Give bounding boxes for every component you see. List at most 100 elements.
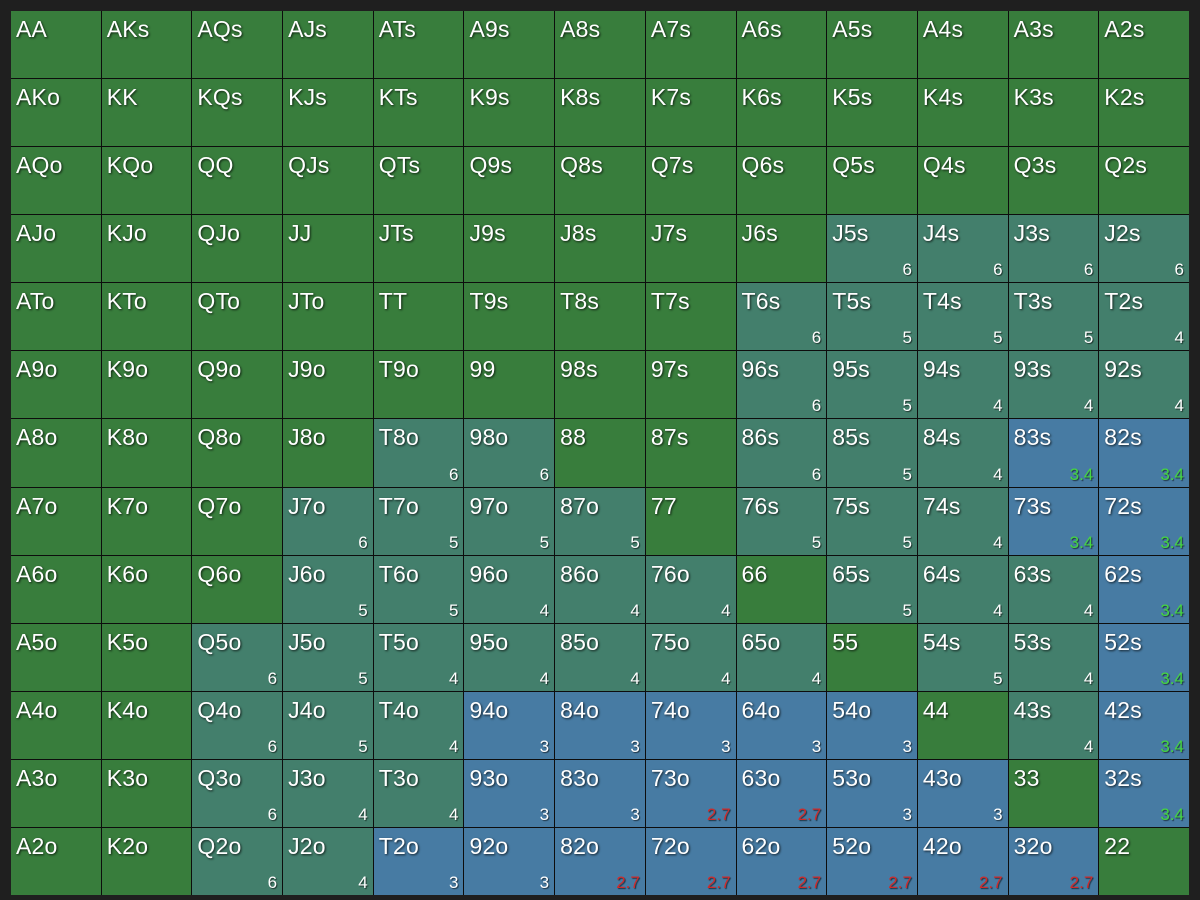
hand-cell-aqo[interactable]: AQo (11, 147, 101, 215)
hand-cell-t4s[interactable]: T4s 5 (917, 283, 1008, 351)
hand-cell-64s[interactable]: 64s 4 (917, 555, 1008, 623)
hand-cell-aa[interactable]: AA (11, 11, 101, 79)
hand-cell-q3s[interactable]: Q3s (1008, 147, 1099, 215)
hand-cell-43o[interactable]: 43o 3 (917, 759, 1008, 827)
hand-cell-86s[interactable]: 86s 6 (736, 419, 827, 487)
hand-cell-63o[interactable]: 63o 2.7 (736, 759, 827, 827)
hand-cell-73s[interactable]: 73s 3.4 (1008, 487, 1099, 555)
hand-cell-kjo[interactable]: KJo (101, 215, 192, 283)
hand-cell-q2s[interactable]: Q2s (1099, 147, 1189, 215)
hand-cell-a2o[interactable]: A2o (11, 827, 101, 895)
hand-cell-93o[interactable]: 93o 3 (464, 759, 555, 827)
hand-cell-a8o[interactable]: A8o (11, 419, 101, 487)
hand-cell-j7o[interactable]: J7o 6 (283, 487, 373, 555)
hand-cell-92s[interactable]: 92s 4 (1099, 351, 1189, 419)
hand-cell-52s[interactable]: 52s 3.4 (1099, 623, 1189, 691)
hand-cell-97s[interactable]: 97s (645, 351, 736, 419)
hand-cell-aks[interactable]: AKs (101, 11, 192, 79)
hand-cell-t2o[interactable]: T2o 3 (373, 827, 464, 895)
hand-cell-k9s[interactable]: K9s (464, 79, 555, 147)
hand-cell-k3o[interactable]: K3o (101, 759, 192, 827)
hand-cell-ajo[interactable]: AJo (11, 215, 101, 283)
hand-cell-74o[interactable]: 74o 3 (645, 691, 736, 759)
hand-cell-k3s[interactable]: K3s (1008, 79, 1099, 147)
hand-cell-32s[interactable]: 32s 3.4 (1099, 759, 1189, 827)
hand-cell-65o[interactable]: 65o 4 (736, 623, 827, 691)
hand-cell-82s[interactable]: 82s 3.4 (1099, 419, 1189, 487)
hand-cell-k6o[interactable]: K6o (101, 555, 192, 623)
hand-cell-j6o[interactable]: J6o 5 (283, 555, 373, 623)
hand-cell-j5s[interactable]: J5s 6 (827, 215, 917, 283)
hand-cell-jts[interactable]: JTs (373, 215, 464, 283)
hand-cell-54o[interactable]: 54o 3 (827, 691, 917, 759)
hand-cell-76s[interactable]: 76s 5 (736, 487, 827, 555)
hand-cell-q7o[interactable]: Q7o (192, 487, 283, 555)
hand-cell-t6o[interactable]: T6o 5 (373, 555, 464, 623)
hand-cell-k9o[interactable]: K9o (101, 351, 192, 419)
hand-cell-72o[interactable]: 72o 2.7 (645, 827, 736, 895)
hand-cell-98s[interactable]: 98s (555, 351, 645, 419)
hand-cell-qjs[interactable]: QJs (283, 147, 373, 215)
hand-cell-92o[interactable]: 92o 3 (464, 827, 555, 895)
hand-cell-a4o[interactable]: A4o (11, 691, 101, 759)
hand-cell-t6s[interactable]: T6s 6 (736, 283, 827, 351)
hand-cell-75s[interactable]: 75s 5 (827, 487, 917, 555)
hand-cell-a6s[interactable]: A6s (736, 11, 827, 79)
hand-cell-44[interactable]: 44 (917, 691, 1008, 759)
hand-cell-j2o[interactable]: J2o 4 (283, 827, 373, 895)
hand-cell-qto[interactable]: QTo (192, 283, 283, 351)
hand-cell-a4s[interactable]: A4s (917, 11, 1008, 79)
hand-cell-72s[interactable]: 72s 3.4 (1099, 487, 1189, 555)
hand-cell-62s[interactable]: 62s 3.4 (1099, 555, 1189, 623)
hand-cell-q6s[interactable]: Q6s (736, 147, 827, 215)
hand-cell-t5s[interactable]: T5s 5 (827, 283, 917, 351)
hand-cell-t9s[interactable]: T9s (464, 283, 555, 351)
hand-cell-a6o[interactable]: A6o (11, 555, 101, 623)
hand-cell-87s[interactable]: 87s (645, 419, 736, 487)
hand-cell-q8s[interactable]: Q8s (555, 147, 645, 215)
hand-cell-ajs[interactable]: AJs (283, 11, 373, 79)
hand-cell-53s[interactable]: 53s 4 (1008, 623, 1099, 691)
hand-cell-qjo[interactable]: QJo (192, 215, 283, 283)
hand-cell-j3s[interactable]: J3s 6 (1008, 215, 1099, 283)
hand-cell-kts[interactable]: KTs (373, 79, 464, 147)
hand-cell-97o[interactable]: 97o 5 (464, 487, 555, 555)
hand-cell-84s[interactable]: 84s 4 (917, 419, 1008, 487)
hand-cell-83o[interactable]: 83o 3 (555, 759, 645, 827)
hand-cell-j2s[interactable]: J2s 6 (1099, 215, 1189, 283)
hand-cell-55[interactable]: 55 (827, 623, 917, 691)
hand-cell-a3o[interactable]: A3o (11, 759, 101, 827)
hand-cell-kto[interactable]: KTo (101, 283, 192, 351)
hand-cell-j7s[interactable]: J7s (645, 215, 736, 283)
hand-cell-t8o[interactable]: T8o 6 (373, 419, 464, 487)
hand-cell-j9o[interactable]: J9o (283, 351, 373, 419)
hand-cell-q5s[interactable]: Q5s (827, 147, 917, 215)
hand-cell-83s[interactable]: 83s 3.4 (1008, 419, 1099, 487)
hand-cell-85s[interactable]: 85s 5 (827, 419, 917, 487)
hand-cell-42s[interactable]: 42s 3.4 (1099, 691, 1189, 759)
hand-cell-kjs[interactable]: KJs (283, 79, 373, 147)
hand-cell-t5o[interactable]: T5o 4 (373, 623, 464, 691)
hand-cell-k2o[interactable]: K2o (101, 827, 192, 895)
hand-cell-t7o[interactable]: T7o 5 (373, 487, 464, 555)
hand-cell-aqs[interactable]: AQs (192, 11, 283, 79)
hand-cell-65s[interactable]: 65s 5 (827, 555, 917, 623)
hand-cell-jto[interactable]: JTo (283, 283, 373, 351)
hand-cell-t2s[interactable]: T2s 4 (1099, 283, 1189, 351)
hand-cell-33[interactable]: 33 (1008, 759, 1099, 827)
hand-cell-t8s[interactable]: T8s (555, 283, 645, 351)
hand-cell-q7s[interactable]: Q7s (645, 147, 736, 215)
hand-cell-q8o[interactable]: Q8o (192, 419, 283, 487)
hand-cell-98o[interactable]: 98o 6 (464, 419, 555, 487)
hand-cell-a9o[interactable]: A9o (11, 351, 101, 419)
hand-cell-88[interactable]: 88 (555, 419, 645, 487)
hand-cell-kqo[interactable]: KQo (101, 147, 192, 215)
hand-cell-52o[interactable]: 52o 2.7 (827, 827, 917, 895)
hand-cell-k5o[interactable]: K5o (101, 623, 192, 691)
hand-cell-95s[interactable]: 95s 5 (827, 351, 917, 419)
hand-cell-76o[interactable]: 76o 4 (645, 555, 736, 623)
hand-cell-k7s[interactable]: K7s (645, 79, 736, 147)
hand-cell-k5s[interactable]: K5s (827, 79, 917, 147)
hand-cell-k4o[interactable]: K4o (101, 691, 192, 759)
hand-cell-ato[interactable]: ATo (11, 283, 101, 351)
